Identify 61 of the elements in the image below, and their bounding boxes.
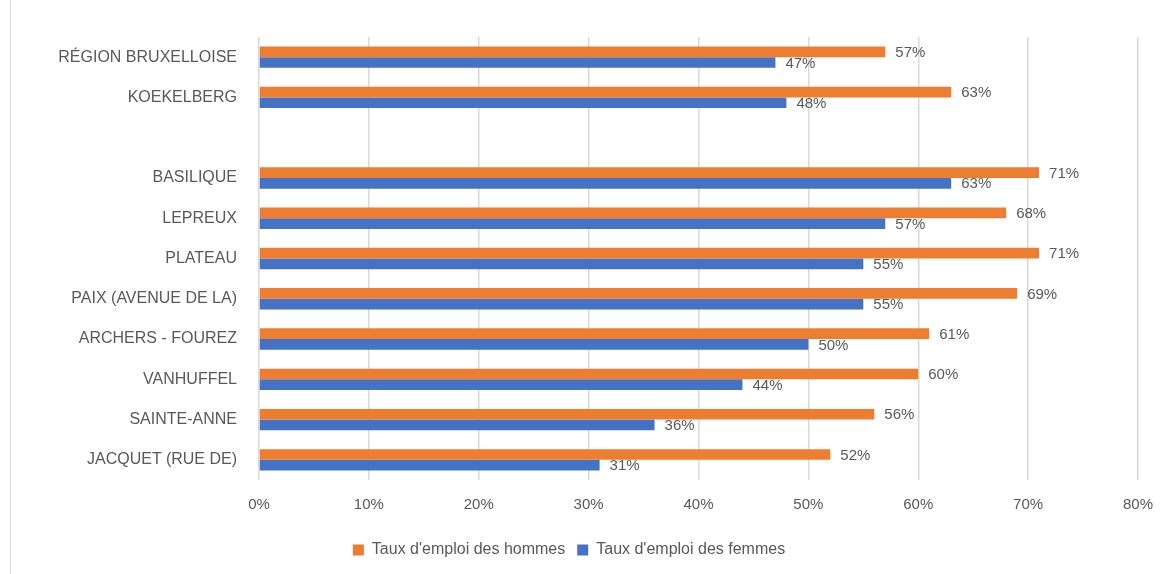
data-label: 52% — [840, 445, 871, 463]
y-tick-label: KOEKELBERG — [127, 87, 237, 105]
bar — [259, 459, 600, 471]
x-tick-label: 30% — [573, 495, 604, 513]
bar — [259, 218, 886, 229]
bar — [259, 86, 952, 98]
data-label: 61% — [939, 324, 970, 342]
y-tick-label: PAIX (AVENUE DE LA) — [71, 289, 237, 307]
y-tick-label: PLATEAU — [165, 248, 237, 266]
x-tick-label: 20% — [463, 495, 494, 513]
x-tick-label: 70% — [1013, 495, 1044, 513]
data-label: 47% — [785, 53, 816, 71]
y-tick-label: SAINTE-ANNE — [129, 410, 237, 427]
bar — [259, 97, 787, 109]
y-tick-label: LEPREUX — [162, 208, 238, 226]
data-label: 63% — [961, 174, 992, 192]
y-tick-label: VANHUFFEL — [143, 369, 238, 387]
data-label: 55% — [873, 254, 904, 272]
bar — [259, 57, 776, 68]
data-label: 71% — [1049, 163, 1080, 181]
x-tick-label: 40% — [683, 495, 714, 513]
y-tick-label: RÉGION BRUXELLOISE — [58, 46, 237, 65]
bar — [259, 379, 743, 390]
bar — [259, 368, 919, 380]
bar — [259, 177, 952, 189]
data-label: 68% — [1016, 204, 1047, 222]
data-label: 57% — [895, 214, 926, 232]
data-label: 31% — [609, 456, 640, 474]
bar — [259, 247, 1040, 259]
data-label: 50% — [818, 335, 849, 353]
data-label: 63% — [961, 83, 992, 101]
bar — [259, 339, 809, 350]
data-label: 56% — [884, 405, 915, 423]
data-label: 69% — [1027, 284, 1058, 302]
bar — [259, 419, 655, 431]
bar — [259, 46, 886, 58]
y-tick-label: JACQUET (RUE DE) — [87, 450, 237, 468]
bar — [259, 298, 864, 310]
x-tick-label: 10% — [353, 495, 384, 513]
x-tick-label: 60% — [903, 495, 934, 513]
data-label: 36% — [664, 416, 695, 434]
data-label: 44% — [752, 375, 783, 393]
data-label: 71% — [1049, 244, 1080, 262]
bar — [259, 408, 875, 420]
data-label: 55% — [873, 295, 904, 313]
data-label: 57% — [895, 42, 926, 60]
bar — [259, 288, 1018, 299]
bar — [259, 167, 1040, 178]
legend-label: Taux d'emploi des femmes — [596, 540, 786, 558]
x-tick-label: 50% — [793, 495, 824, 513]
legend-label: Taux d'emploi des hommes — [371, 540, 566, 558]
x-tick-label: 0% — [248, 495, 270, 513]
bar — [259, 258, 864, 270]
bar — [259, 207, 1007, 219]
data-label: 60% — [928, 365, 959, 383]
x-tick-label: 80% — [1122, 495, 1154, 513]
data-label: 48% — [796, 93, 827, 111]
y-tick-label: BASILIQUE — [152, 168, 237, 186]
bar — [259, 328, 930, 340]
y-tick-label: ARCHERS - FOUREZ — [78, 329, 238, 347]
bar — [259, 449, 831, 460]
